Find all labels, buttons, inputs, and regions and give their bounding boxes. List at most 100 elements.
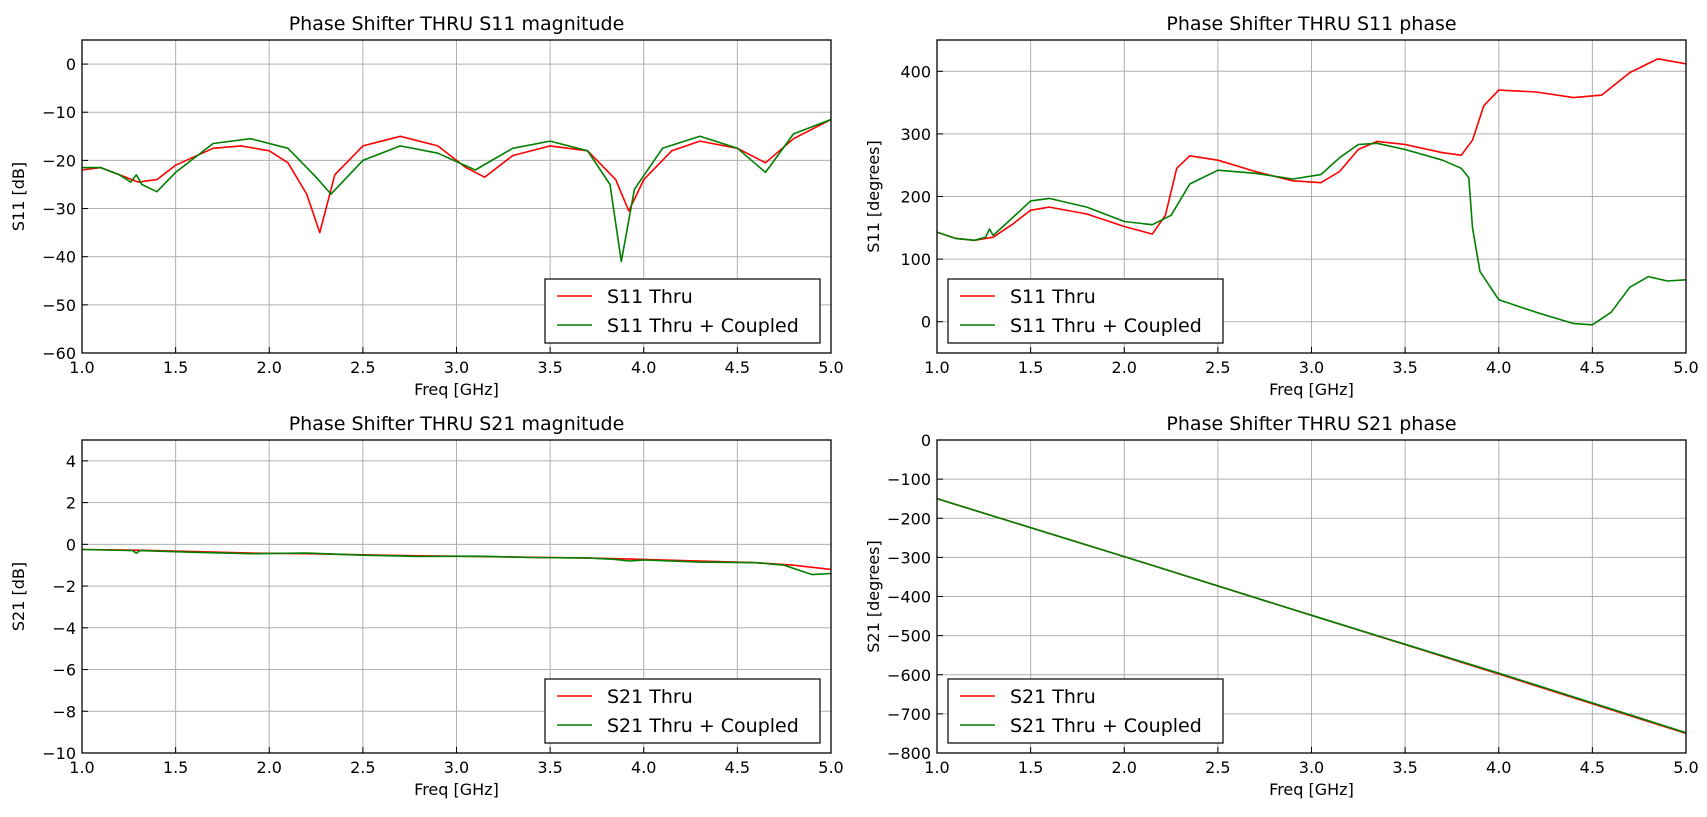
- y-tick-label: −10: [42, 744, 76, 763]
- y-tick-label: 300: [900, 125, 931, 144]
- y-tick-label: −40: [42, 248, 76, 267]
- legend-label: S11 Thru: [607, 286, 693, 308]
- legend: S21 Thru S21 Thru + Coupled: [947, 678, 1224, 744]
- x-tick-label: 4.0: [1486, 358, 1511, 377]
- x-tick-label: 1.0: [924, 758, 949, 777]
- x-tick-label: 2.0: [1112, 758, 1137, 777]
- x-tick-label: 4.0: [1486, 758, 1511, 777]
- x-tick-label: 1.0: [924, 358, 949, 377]
- y-tick-label: −8: [52, 702, 76, 721]
- chart-title: Phase Shifter THRU S11 phase: [1166, 13, 1456, 35]
- x-axis-label: Freq [GHz]: [1269, 780, 1354, 799]
- x-tick-label: 4.5: [1580, 358, 1605, 377]
- y-tick-label: −300: [887, 548, 931, 567]
- x-tick-label: 1.0: [69, 358, 94, 377]
- chart-panel-4: 1.0 1.5 2.0 2.5 3.0 3.5 4.0 4.5 5.0 0 −100 −200 −300…: [864, 413, 1699, 799]
- x-tick-label: 4.5: [725, 758, 750, 777]
- chart-panel-1: 1.0 1.5 2.0 2.5 3.0 3.5 4.0 4.5 5.0 0 −10 −20 −30 −40…: [9, 13, 844, 399]
- x-tick-label: 1.5: [1018, 358, 1043, 377]
- x-tick-label: 1.5: [163, 758, 188, 777]
- x-tick-label: 2.0: [1112, 358, 1137, 377]
- y-tick-label: −30: [42, 200, 76, 219]
- y-axis-label: S11 [degrees]: [864, 140, 883, 253]
- x-tick-label: 4.5: [1580, 758, 1605, 777]
- plot-frame: [81, 439, 832, 754]
- x-tick-label: 1.5: [1018, 758, 1043, 777]
- legend-box: [947, 678, 1224, 744]
- y-axis-label: S21 [degrees]: [864, 540, 883, 653]
- y-tick-label: 4: [66, 452, 76, 471]
- plot-frame: [936, 439, 1687, 754]
- x-tick-label: 4.5: [725, 358, 750, 377]
- chart-panel-2: 1.0 1.5 2.0 2.5 3.0 3.5 4.0 4.5 5.0 0 100 200 300 400…: [864, 13, 1699, 399]
- legend-label: S21 Thru: [1010, 686, 1096, 708]
- x-tick-label: 3.0: [444, 358, 469, 377]
- x-tick-label: 3.0: [1299, 758, 1324, 777]
- x-tick-label: 5.0: [818, 358, 843, 377]
- legend-label: S11 Thru + Coupled: [607, 315, 799, 337]
- x-axis-label: Freq [GHz]: [1269, 380, 1354, 399]
- y-tick-label: 0: [66, 55, 76, 74]
- x-axis-label: Freq [GHz]: [414, 780, 499, 799]
- series-line-thru: [82, 118, 831, 234]
- plot-frame: [81, 39, 832, 354]
- x-tick-label: 5.0: [1673, 358, 1698, 377]
- y-tick-label: −2: [52, 577, 76, 596]
- chart-title: Phase Shifter THRU S21 phase: [1166, 413, 1456, 435]
- legend: S11 Thru S11 Thru + Coupled: [544, 278, 821, 344]
- plot-frame: [936, 39, 1687, 354]
- chart-title: Phase Shifter THRU S11 magnitude: [289, 13, 625, 35]
- series-line-thru: [937, 57, 1686, 242]
- legend-box: [544, 678, 821, 744]
- legend: S21 Thru S21 Thru + Coupled: [544, 678, 821, 744]
- x-tick-label: 2.5: [350, 758, 375, 777]
- x-tick-label: 4.0: [631, 358, 656, 377]
- x-tick-label: 3.0: [1299, 358, 1324, 377]
- legend-label: S21 Thru: [607, 686, 693, 708]
- y-tick-label: −6: [52, 661, 76, 680]
- x-tick-label: 2.5: [350, 358, 375, 377]
- legend-label: S11 Thru + Coupled: [1010, 315, 1202, 337]
- y-tick-label: −50: [42, 296, 76, 315]
- x-tick-label: 4.0: [631, 758, 656, 777]
- y-axis-label: S11 [dB]: [9, 162, 28, 231]
- legend-box: [947, 278, 1224, 344]
- y-tick-label: −200: [887, 509, 931, 528]
- x-tick-label: 3.5: [537, 758, 562, 777]
- series-line-thru-coupled: [937, 497, 1686, 734]
- x-tick-label: 1.0: [69, 758, 94, 777]
- x-tick-label: 3.0: [444, 758, 469, 777]
- x-tick-label: 3.5: [1392, 358, 1417, 377]
- y-tick-label: −20: [42, 151, 76, 170]
- y-tick-label: −10: [42, 103, 76, 122]
- x-tick-label: 2.5: [1205, 358, 1230, 377]
- series-line-thru-coupled: [82, 118, 831, 263]
- y-tick-label: 0: [921, 313, 931, 332]
- y-tick-label: −60: [42, 344, 76, 363]
- y-tick-label: 0: [921, 431, 931, 450]
- series-line-thru-coupled: [82, 548, 831, 576]
- x-tick-label: 2.0: [257, 358, 282, 377]
- x-tick-label: 1.5: [163, 358, 188, 377]
- y-tick-label: 100: [900, 250, 931, 269]
- y-tick-label: −500: [887, 627, 931, 646]
- y-tick-label: 400: [900, 62, 931, 81]
- y-tick-label: −4: [52, 619, 76, 638]
- legend-label: S21 Thru + Coupled: [1010, 715, 1202, 737]
- legend-label: S21 Thru + Coupled: [607, 715, 799, 737]
- chart-panel-3: 1.0 1.5 2.0 2.5 3.0 3.5 4.0 4.5 5.0 4 2 0 −2 −4 −6 −8 −1…: [9, 413, 844, 799]
- y-tick-label: 2: [66, 494, 76, 513]
- legend: S11 Thru S11 Thru + Coupled: [947, 278, 1224, 344]
- x-tick-label: 3.5: [537, 358, 562, 377]
- y-tick-label: −400: [887, 588, 931, 607]
- y-tick-label: −600: [887, 666, 931, 685]
- x-axis-label: Freq [GHz]: [414, 380, 499, 399]
- y-axis-label: S21 [dB]: [9, 562, 28, 631]
- x-tick-label: 3.5: [1392, 758, 1417, 777]
- x-tick-label: 2.5: [1205, 758, 1230, 777]
- y-tick-label: −700: [887, 705, 931, 724]
- legend-box: [544, 278, 821, 344]
- chart-title: Phase Shifter THRU S21 magnitude: [289, 413, 625, 435]
- x-tick-label: 5.0: [1673, 758, 1698, 777]
